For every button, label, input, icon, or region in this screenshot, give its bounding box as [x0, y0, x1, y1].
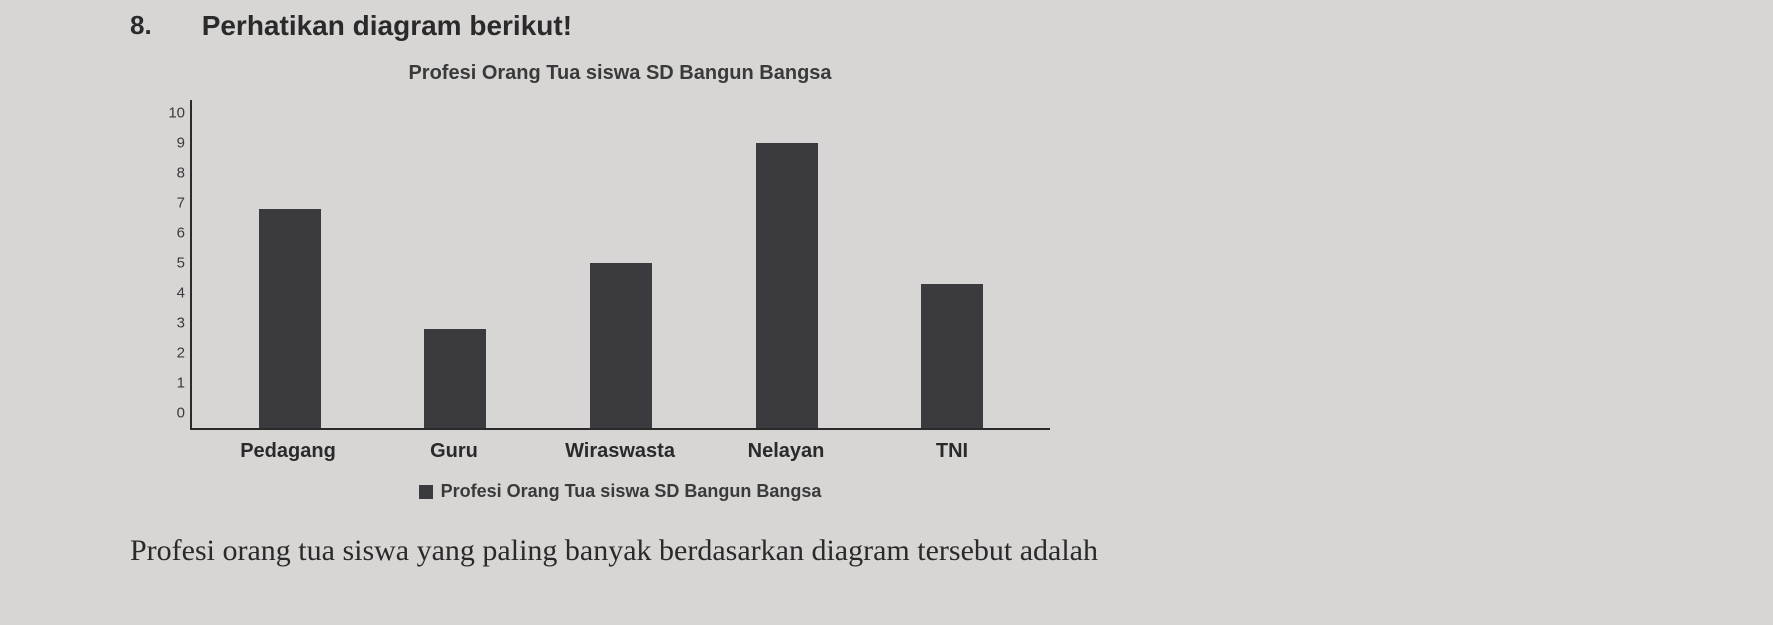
y-tick-label: 10 [168, 105, 185, 122]
x-tick-label: Wiraswasta [545, 440, 695, 463]
y-axis: 0 1 2 3 4 5 6 7 8 9 10 [150, 100, 190, 430]
chart-area: 0 1 2 3 4 5 6 7 8 9 10 [150, 100, 1050, 430]
question-number: 8. [130, 10, 152, 42]
bar-slot [546, 130, 696, 428]
plot-area [190, 100, 1050, 430]
legend: Profesi Orang Tua siswa SD Bangun Bangsa [150, 481, 1050, 504]
x-tick-label: Pedagang [213, 440, 363, 463]
legend-item: Profesi Orang Tua siswa SD Bangun Bangsa [419, 481, 822, 502]
y-tick-label: 7 [177, 195, 185, 212]
question-row: 8. Perhatikan diagram berikut! [130, 10, 1683, 42]
x-tick-label: Guru [379, 440, 529, 463]
y-tick-label: 4 [177, 285, 185, 302]
bars-row [192, 130, 1050, 430]
y-tick-label: 5 [177, 255, 185, 272]
question-text: Perhatikan diagram berikut! [202, 10, 572, 42]
y-tick-label: 2 [177, 345, 185, 362]
bar [259, 209, 321, 428]
bar [756, 143, 818, 428]
bar-chart: Profesi Orang Tua siswa SD Bangun Bangsa… [150, 62, 1050, 504]
y-tick-label: 9 [177, 135, 185, 152]
legend-text: Profesi Orang Tua siswa SD Bangun Bangsa [441, 481, 822, 502]
bar-slot [215, 130, 365, 428]
y-tick-label: 0 [177, 405, 185, 422]
y-tick-label: 1 [177, 375, 185, 392]
x-tick-label: TNI [877, 440, 1027, 463]
x-axis-labels: Pedagang Guru Wiraswasta Nelayan TNI [150, 430, 1050, 463]
bar-slot [380, 130, 530, 428]
bar [921, 284, 983, 428]
y-tick-label: 6 [177, 225, 185, 242]
answer-prompt: Profesi orang tua siswa yang paling bany… [130, 534, 1683, 568]
y-tick-label: 3 [177, 315, 185, 332]
bar-slot [712, 130, 862, 428]
page: 8. Perhatikan diagram berikut! Profesi O… [0, 0, 1773, 578]
bar [590, 263, 652, 428]
x-tick-label: Nelayan [711, 440, 861, 463]
chart-title: Profesi Orang Tua siswa SD Bangun Bangsa [150, 62, 1050, 85]
y-tick-label: 8 [177, 165, 185, 182]
bar-slot [877, 130, 1027, 428]
legend-swatch [419, 485, 433, 499]
bar [424, 329, 486, 428]
